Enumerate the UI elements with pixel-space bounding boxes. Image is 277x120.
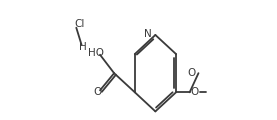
Text: O: O — [190, 87, 198, 97]
Text: Cl: Cl — [74, 19, 84, 29]
Text: H: H — [79, 42, 86, 52]
Text: N: N — [144, 29, 152, 39]
Text: HO: HO — [88, 48, 104, 58]
Text: O: O — [187, 68, 195, 78]
Text: O: O — [94, 87, 102, 97]
